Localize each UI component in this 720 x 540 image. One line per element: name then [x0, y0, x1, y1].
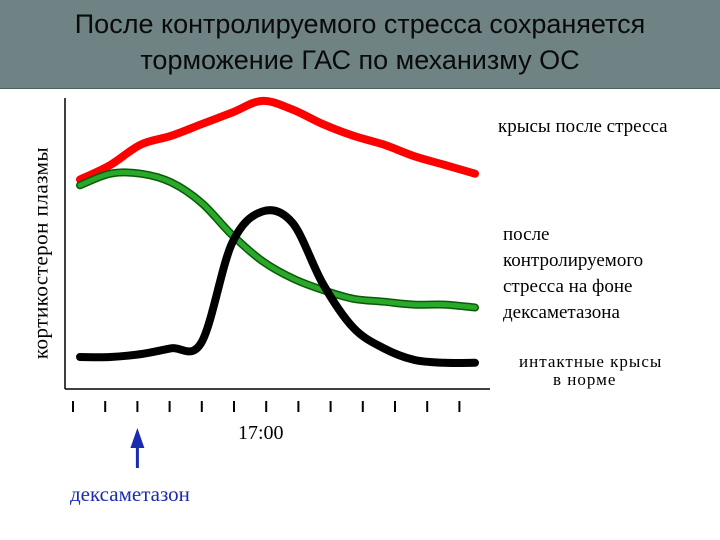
title-bar: После контролируемого стресса сохраняетс… — [0, 0, 720, 89]
dexamethasone-arrow-head — [130, 428, 145, 448]
series-label-controlled-stress: после контролируемого стресса на фоне де… — [503, 222, 643, 326]
series-label-intact-rats: интактные крысы — [519, 352, 663, 371]
x-ticks — [72, 401, 461, 412]
title-line-2: торможение ГАС по механизму ОС — [140, 45, 580, 75]
series-line-stressed-rats — [76, 96, 479, 184]
series-line-controlled-stress-outline — [76, 168, 479, 312]
dexamethasone-label: дексаметазон — [70, 482, 190, 506]
series-label-intact-rats-line-2: в норме — [553, 370, 617, 389]
series-line-controlled-stress — [77, 169, 478, 310]
series-label-controlled-stress-line-1: после — [503, 224, 550, 245]
x-tick-label-1700: 17:00 — [238, 422, 284, 444]
series-line-intact-rats — [76, 206, 479, 368]
slide-title: После контролируемого стресса сохраняетс… — [0, 6, 720, 78]
series-label-stressed-rats: крысы после стресса — [498, 116, 668, 137]
dexamethasone-arrow — [130, 428, 145, 468]
series-label-controlled-stress-line-4: дексаметазона — [503, 302, 620, 323]
series-lines — [76, 96, 479, 368]
y-axis-label-text: кортикостерон плазмы — [28, 146, 53, 360]
series-label-controlled-stress-line-2: контролируемого — [503, 250, 644, 271]
series-label-controlled-stress-line-3: стресса на фоне — [503, 276, 633, 297]
title-line-1: После контролируемого стресса сохраняетс… — [74, 9, 646, 39]
